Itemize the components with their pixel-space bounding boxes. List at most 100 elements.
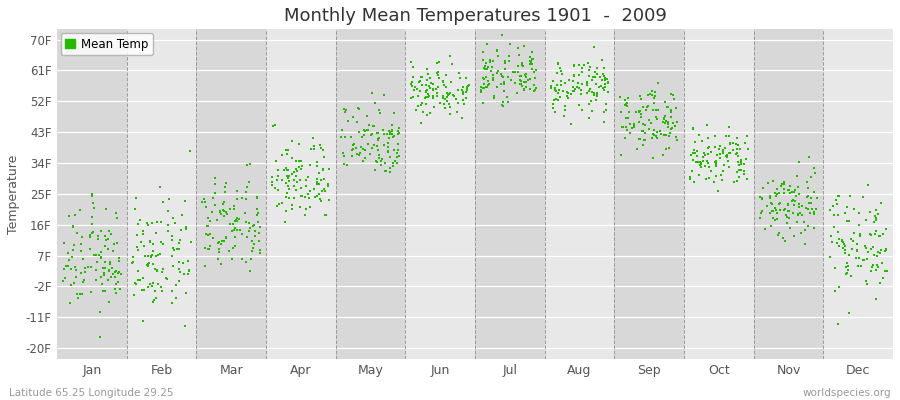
Point	[270, 176, 284, 183]
Point	[362, 121, 376, 128]
Point	[346, 146, 360, 152]
Point	[667, 96, 681, 102]
Point	[650, 116, 664, 122]
Point	[90, 233, 104, 239]
Point	[564, 120, 579, 127]
Point	[650, 134, 664, 141]
Point	[361, 141, 375, 147]
Point	[228, 225, 242, 232]
Point	[588, 74, 602, 80]
Point	[282, 178, 296, 184]
Point	[792, 200, 806, 207]
Point	[634, 96, 648, 102]
Point	[455, 91, 470, 97]
Point	[740, 132, 754, 139]
Text: Latitude 65.25 Longitude 29.25: Latitude 65.25 Longitude 29.25	[9, 388, 174, 398]
Point	[788, 192, 803, 199]
Point	[690, 148, 705, 155]
Point	[356, 146, 370, 152]
Point	[166, 214, 180, 221]
Point	[414, 73, 428, 80]
Point	[61, 263, 76, 269]
Point	[443, 111, 457, 118]
Point	[385, 134, 400, 140]
Point	[344, 134, 358, 140]
Point	[246, 223, 260, 229]
Point	[111, 270, 125, 276]
Point	[94, 228, 108, 234]
Point	[769, 207, 783, 213]
Point	[298, 194, 312, 200]
Point	[130, 232, 144, 238]
Point	[692, 172, 706, 179]
Point	[130, 243, 145, 250]
Point	[278, 179, 293, 186]
Point	[412, 78, 427, 84]
Point	[789, 218, 804, 225]
Point	[860, 281, 875, 287]
Point	[292, 141, 306, 147]
Point	[364, 144, 379, 151]
Point	[580, 82, 594, 88]
Point	[460, 84, 474, 90]
Point	[766, 208, 780, 214]
Point	[741, 146, 755, 152]
Point	[850, 247, 864, 254]
Point	[701, 151, 716, 158]
Point	[178, 323, 193, 330]
Point	[137, 287, 151, 293]
Point	[664, 126, 679, 132]
Point	[802, 200, 816, 206]
Point	[58, 274, 72, 281]
Point	[726, 179, 741, 185]
Point	[831, 228, 845, 235]
Point	[664, 109, 679, 115]
Point	[179, 290, 194, 296]
Point	[419, 77, 434, 83]
Point	[513, 72, 527, 79]
Point	[772, 230, 787, 236]
Point	[686, 150, 700, 156]
Point	[169, 281, 184, 288]
Point	[663, 91, 678, 97]
Point	[777, 206, 791, 213]
Point	[103, 259, 117, 265]
Point	[376, 127, 391, 134]
Point	[316, 166, 330, 172]
Point	[142, 238, 157, 245]
Point	[146, 248, 160, 254]
Point	[692, 132, 706, 138]
Point	[839, 271, 853, 277]
Point	[112, 269, 126, 276]
Point	[723, 150, 737, 157]
Point	[415, 100, 429, 106]
Point	[313, 198, 328, 204]
Point	[516, 83, 530, 90]
Point	[284, 154, 299, 161]
Point	[381, 140, 395, 146]
Point	[65, 254, 79, 260]
Point	[716, 147, 730, 153]
Point	[644, 88, 659, 95]
Point	[421, 91, 436, 98]
Point	[247, 240, 261, 247]
Point	[462, 82, 476, 88]
Point	[461, 82, 475, 89]
Point	[859, 277, 873, 284]
Point	[76, 276, 91, 283]
Point	[831, 211, 845, 218]
Point	[772, 190, 787, 196]
Point	[60, 250, 75, 256]
Point	[523, 75, 537, 82]
Point	[526, 56, 541, 63]
Point	[418, 82, 433, 88]
Point	[716, 167, 731, 174]
Point	[156, 241, 170, 247]
Point	[384, 128, 399, 134]
Point	[518, 86, 532, 92]
Point	[111, 279, 125, 285]
Point	[834, 237, 849, 243]
Point	[86, 200, 101, 206]
Point	[620, 102, 634, 109]
Point	[93, 308, 107, 315]
